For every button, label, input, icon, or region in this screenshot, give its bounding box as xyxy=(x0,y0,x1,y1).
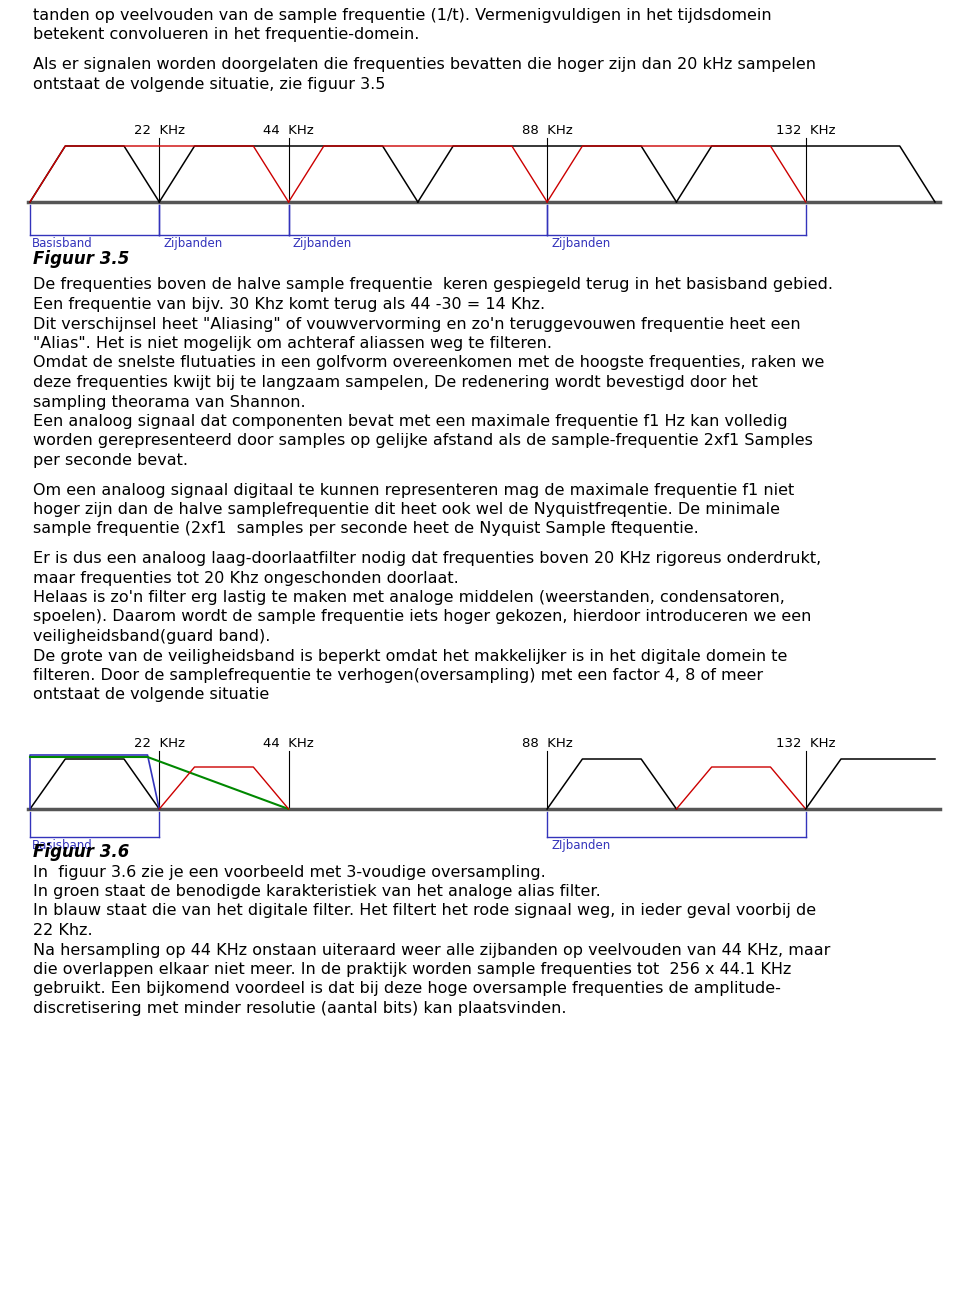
Text: Helaas is zo'n filter erg lastig te maken met analoge middelen (weerstanden, con: Helaas is zo'n filter erg lastig te make… xyxy=(33,590,785,605)
Text: In blauw staat die van het digitale filter. Het filtert het rode signaal weg, in: In blauw staat die van het digitale filt… xyxy=(33,904,816,918)
Text: hoger zijn dan de halve samplefrequentie dit heet ook wel de Nyquistfreqentie. D: hoger zijn dan de halve samplefrequentie… xyxy=(33,502,780,516)
Text: 44  KHz: 44 KHz xyxy=(263,737,314,750)
Text: Een analoog signaal dat componenten bevat met een maximale frequentie f1 Hz kan : Een analoog signaal dat componenten beva… xyxy=(33,414,787,429)
Text: Zijbanden: Zijbanden xyxy=(551,238,611,250)
Text: Zijbanden: Zijbanden xyxy=(163,238,223,250)
Text: Na hersampling op 44 KHz onstaan uiteraard weer alle zijbanden op veelvouden van: Na hersampling op 44 KHz onstaan uiteraa… xyxy=(33,942,830,958)
Text: betekent convolueren in het frequentie-domein.: betekent convolueren in het frequentie-d… xyxy=(33,27,420,43)
Text: sample frequentie (2xf1  samples per seconde heet de Nyquist Sample ftequentie.: sample frequentie (2xf1 samples per seco… xyxy=(33,522,699,537)
Text: Zijbanden: Zijbanden xyxy=(293,238,351,250)
Text: deze frequenties kwijt bij te langzaam sampelen, De redenering wordt bevestigd d: deze frequenties kwijt bij te langzaam s… xyxy=(33,374,757,390)
Text: De grote van de veiligheidsband is beperkt omdat het makkelijker is in het digit: De grote van de veiligheidsband is beper… xyxy=(33,648,787,664)
Text: 88  KHz: 88 KHz xyxy=(522,737,572,750)
Text: die overlappen elkaar niet meer. In de praktijk worden sample frequenties tot  2: die overlappen elkaar niet meer. In de p… xyxy=(33,962,791,977)
Text: Basisband: Basisband xyxy=(32,238,93,250)
Text: sampling theorama van Shannon.: sampling theorama van Shannon. xyxy=(33,395,305,409)
Text: ontstaat de volgende situatie, zie figuur 3.5: ontstaat de volgende situatie, zie figuu… xyxy=(33,76,385,92)
Text: Figuur 3.6: Figuur 3.6 xyxy=(33,843,130,861)
Text: ZIjbanden: ZIjbanden xyxy=(551,839,611,852)
Text: ontstaat de volgende situatie: ontstaat de volgende situatie xyxy=(33,688,269,702)
Text: In  figuur 3.6 zie je een voorbeeld met 3-voudige oversampling.: In figuur 3.6 zie je een voorbeeld met 3… xyxy=(33,865,545,879)
Text: discretisering met minder resolutie (aantal bits) kan plaatsvinden.: discretisering met minder resolutie (aan… xyxy=(33,1001,566,1016)
Text: Dit verschijnsel heet "Aliasing" of vouwvervorming en zo'n teruggevouwen frequen: Dit verschijnsel heet "Aliasing" of vouw… xyxy=(33,316,801,332)
Text: 132  KHz: 132 KHz xyxy=(776,737,835,750)
Text: In groen staat de benodigde karakteristiek van het analoge alias filter.: In groen staat de benodigde karakteristi… xyxy=(33,884,601,899)
Text: veiligheidsband(guard band).: veiligheidsband(guard band). xyxy=(33,629,271,644)
Text: Er is dus een analoog laag-doorlaatfilter nodig dat frequenties boven 20 KHz rig: Er is dus een analoog laag-doorlaatfilte… xyxy=(33,551,821,565)
Text: 22 Khz.: 22 Khz. xyxy=(33,923,92,939)
Text: tanden op veelvouden van de sample frequentie (1/t). Vermenigvuldigen in het tij: tanden op veelvouden van de sample frequ… xyxy=(33,8,772,23)
Text: 88  KHz: 88 KHz xyxy=(522,124,572,137)
Text: Om een analoog signaal digitaal te kunnen representeren mag de maximale frequent: Om een analoog signaal digitaal te kunne… xyxy=(33,483,794,497)
Text: 132  KHz: 132 KHz xyxy=(776,124,835,137)
Text: worden gerepresenteerd door samples op gelijke afstand als de sample-frequentie : worden gerepresenteerd door samples op g… xyxy=(33,434,813,448)
Text: filteren. Door de samplefrequentie te verhogen(oversampling) met een factor 4, 8: filteren. Door de samplefrequentie te ve… xyxy=(33,667,763,683)
Text: Als er signalen worden doorgelaten die frequenties bevatten die hoger zijn dan 2: Als er signalen worden doorgelaten die f… xyxy=(33,57,816,72)
Text: gebruikt. Een bijkomend voordeel is dat bij deze hoge oversample frequenties de : gebruikt. Een bijkomend voordeel is dat … xyxy=(33,981,780,997)
Text: "Alias". Het is niet mogelijk om achteraf aliassen weg te filteren.: "Alias". Het is niet mogelijk om achtera… xyxy=(33,336,552,351)
Text: 22  KHz: 22 KHz xyxy=(133,737,184,750)
Text: 44  KHz: 44 KHz xyxy=(263,124,314,137)
Text: spoelen). Daarom wordt de sample frequentie iets hoger gekozen, hierdoor introdu: spoelen). Daarom wordt de sample frequen… xyxy=(33,609,811,625)
Text: Figuur 3.5: Figuur 3.5 xyxy=(33,250,130,269)
Text: 22  KHz: 22 KHz xyxy=(133,124,184,137)
Text: De frequenties boven de halve sample frequentie  keren gespiegeld terug in het b: De frequenties boven de halve sample fre… xyxy=(33,278,833,293)
Text: per seconde bevat.: per seconde bevat. xyxy=(33,453,188,469)
Text: Omdat de snelste flutuaties in een golfvorm overeenkomen met de hoogste frequent: Omdat de snelste flutuaties in een golfv… xyxy=(33,355,825,371)
Text: maar frequenties tot 20 Khz ongeschonden doorlaat.: maar frequenties tot 20 Khz ongeschonden… xyxy=(33,571,459,586)
Text: Basisband: Basisband xyxy=(32,839,93,852)
Text: Een frequentie van bijv. 30 Khz komt terug als 44 -30 = 14 Khz.: Een frequentie van bijv. 30 Khz komt ter… xyxy=(33,297,545,312)
